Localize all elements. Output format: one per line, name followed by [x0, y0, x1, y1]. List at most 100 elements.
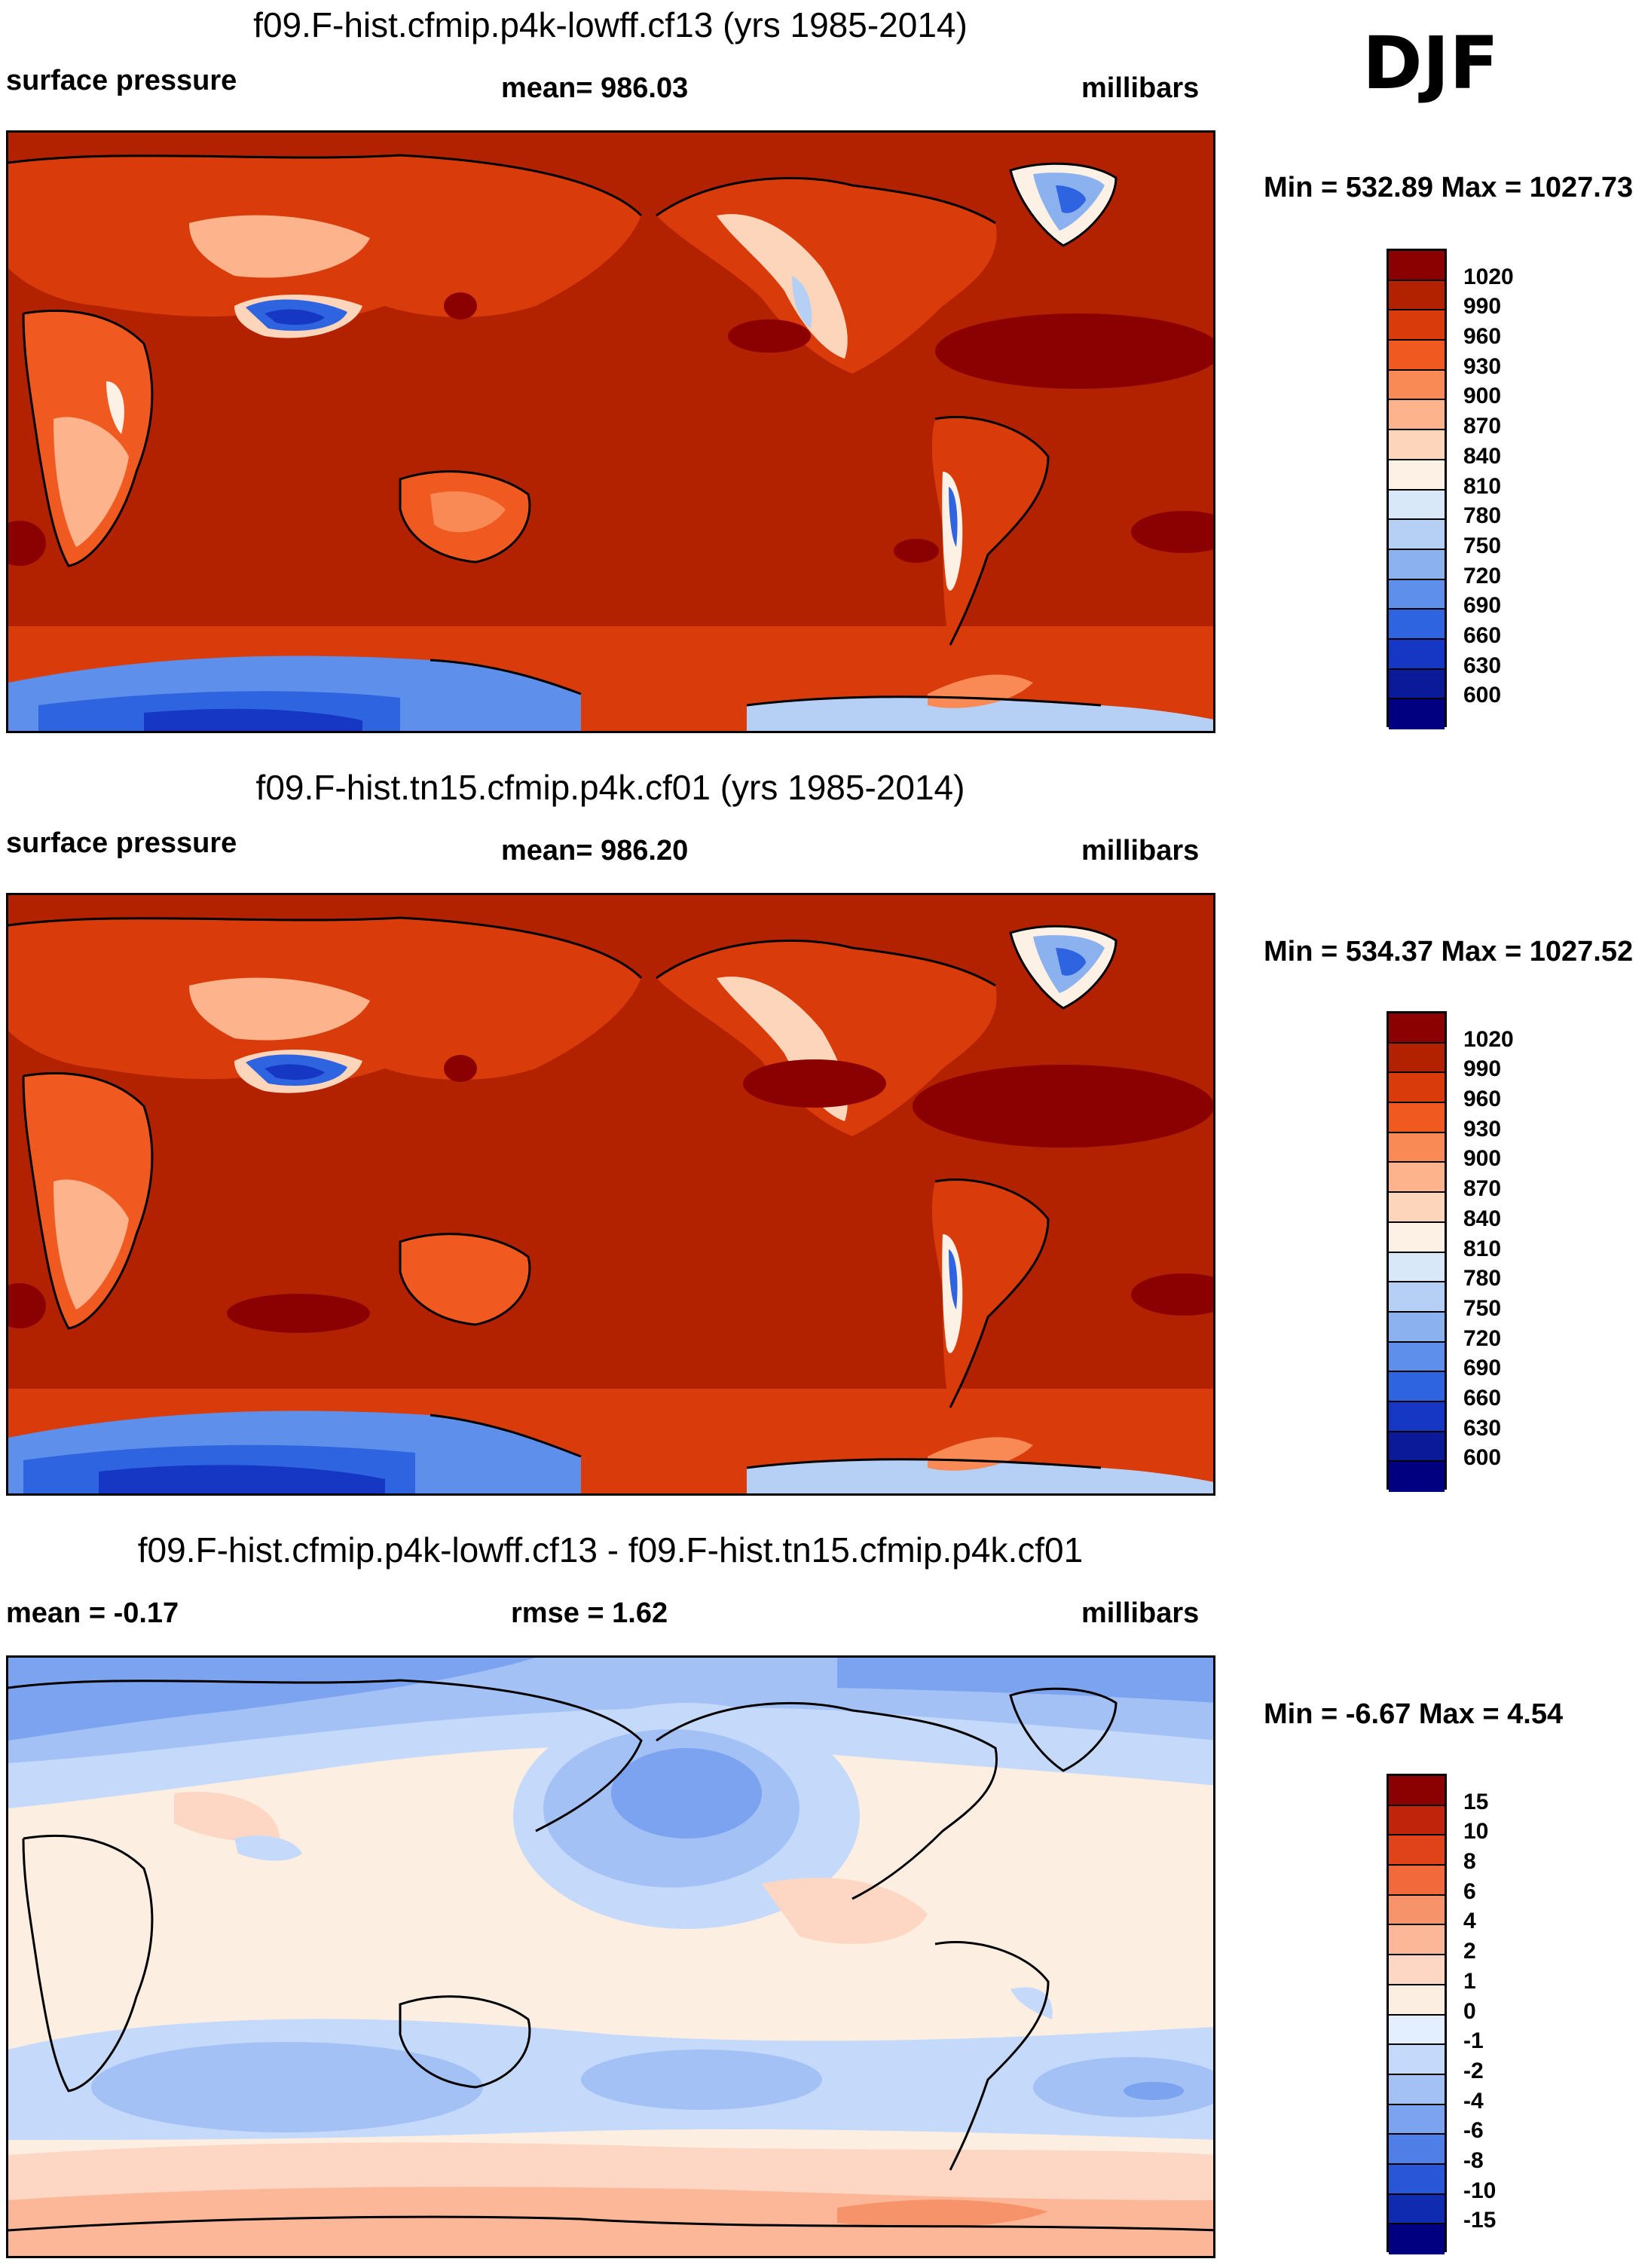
colorbar-swatch — [1389, 1222, 1445, 1253]
colorbar-swatch — [1389, 1163, 1445, 1194]
colorbar-tick-label: 15 — [1463, 1789, 1489, 1814]
season-label: DJF — [1362, 21, 1499, 105]
colorbar-tick-label: 750 — [1463, 1295, 1502, 1321]
colorbar-tick-label: 1020 — [1463, 1026, 1514, 1052]
colorbar-tick-label: 660 — [1463, 622, 1502, 648]
colorbar-swatch — [1389, 2045, 1445, 2075]
colorbar-tick-label: 750 — [1463, 533, 1502, 558]
panel-2-units-label: millibars — [1081, 835, 1200, 867]
colorbar-tick-label: 930 — [1463, 353, 1502, 379]
colorbar-tick-label: 1020 — [1463, 264, 1514, 289]
colorbar-tick-label: 6 — [1463, 1878, 1476, 1904]
colorbar-swatch — [1389, 1835, 1445, 1866]
colorbar-tick-label: 780 — [1463, 503, 1502, 529]
panel-1-map — [6, 130, 1215, 733]
colorbar-swatch — [1389, 2104, 1445, 2135]
colorbar-swatch — [1389, 400, 1445, 431]
panel-2-variable-label: surface pressure — [6, 827, 237, 859]
colorbar-swatch — [1389, 1401, 1445, 1432]
colorbar-swatch — [1389, 370, 1445, 401]
colorbar-swatch — [1389, 699, 1445, 729]
colorbar-swatch — [1389, 1043, 1445, 1074]
colorbar-tick-label: 900 — [1463, 1146, 1502, 1172]
colorbar-tick-label: 2 — [1463, 1939, 1476, 1964]
panel-2-minmax: Min = 534.37 Max = 1027.52 — [1264, 936, 1634, 967]
colorbar-tick-label: 900 — [1463, 384, 1502, 409]
colorbar-tick-label: -4 — [1463, 2088, 1484, 2114]
colorbar-swatch — [1389, 579, 1445, 610]
colorbar-swatch — [1389, 251, 1445, 281]
colorbar-tick-label: 870 — [1463, 414, 1502, 439]
colorbar-swatch — [1389, 1925, 1445, 1956]
colorbar-swatch — [1389, 1342, 1445, 1373]
colorbar-swatch — [1389, 1372, 1445, 1402]
colorbar-swatch — [1389, 2074, 1445, 2105]
colorbar-swatch — [1389, 430, 1445, 460]
colorbar-swatch — [1389, 1312, 1445, 1343]
panel-3-units-label: millibars — [1081, 1597, 1200, 1629]
colorbar-tick-label: 630 — [1463, 1415, 1502, 1441]
colorbar-swatch — [1389, 610, 1445, 640]
colorbar-tick-label: 690 — [1463, 593, 1502, 619]
colorbar-swatch — [1389, 280, 1445, 311]
colorbar-tick-label: 930 — [1463, 1116, 1502, 1142]
colorbar-swatch — [1389, 341, 1445, 371]
panel-2-mean-label: mean= 986.20 — [501, 835, 689, 867]
colorbar-tick-label: 8 — [1463, 1849, 1476, 1875]
colorbar-swatch — [1389, 1432, 1445, 1463]
colorbar-swatch — [1389, 1776, 1445, 1806]
colorbar-swatch — [1389, 2194, 1445, 2225]
panel-2-map — [6, 893, 1215, 1496]
colorbar-tick-label: 720 — [1463, 1325, 1502, 1351]
colorbar-tick-label: 870 — [1463, 1176, 1502, 1202]
colorbar-swatch — [1389, 1193, 1445, 1223]
colorbar-tick-label: 990 — [1463, 1056, 1502, 1082]
colorbar-swatch — [1389, 1073, 1445, 1104]
colorbar-swatch — [1389, 460, 1445, 491]
colorbar-tick-label: 10 — [1463, 1819, 1489, 1845]
colorbar-tick-label: 600 — [1463, 683, 1502, 708]
colorbar-tick-label: -1 — [1463, 2028, 1484, 2054]
colorbar-swatch — [1389, 1132, 1445, 1163]
panel-3-rmse-label: rmse = 1.62 — [511, 1597, 668, 1629]
panel-1-units-label: millibars — [1081, 72, 1200, 104]
colorbar-tick-label: 0 — [1463, 1998, 1476, 2024]
colorbar-swatch — [1389, 2224, 1445, 2254]
panel-1-colorbar — [1387, 249, 1447, 729]
colorbar-swatch — [1389, 1103, 1445, 1133]
colorbar-swatch — [1389, 1462, 1445, 1492]
panel-1-mean-label: mean= 986.03 — [501, 72, 689, 104]
colorbar-tick-label: 720 — [1463, 563, 1502, 588]
colorbar-tick-label: 960 — [1463, 324, 1502, 350]
colorbar-swatch — [1389, 2135, 1445, 2165]
colorbar-swatch — [1389, 1013, 1445, 1044]
colorbar-tick-label: 840 — [1463, 1206, 1502, 1231]
panel-2-title: f09.F-hist.tn15.cfmip.p4k.cf01 (yrs 1985… — [255, 768, 965, 807]
colorbar-swatch — [1389, 520, 1445, 550]
colorbar-swatch — [1389, 1252, 1445, 1283]
panel-3-map — [6, 1655, 1215, 2258]
colorbar-swatch — [1389, 490, 1445, 521]
panel-3-title: f09.F-hist.cfmip.p4k-lowff.cf13 - f09.F-… — [137, 1530, 1084, 1570]
panel-3-minmax: Min = -6.67 Max = 4.54 — [1264, 1698, 1564, 1730]
panel-1-variable-label: surface pressure — [6, 65, 237, 96]
panel-3-colorbar — [1387, 1774, 1447, 2254]
colorbar-tick-label: -6 — [1463, 2118, 1484, 2144]
colorbar-swatch — [1389, 2164, 1445, 2195]
colorbar-tick-label: 600 — [1463, 1445, 1502, 1471]
colorbar-tick-label: 690 — [1463, 1356, 1502, 1381]
colorbar-tick-label: 660 — [1463, 1385, 1502, 1411]
colorbar-tick-label: 1 — [1463, 1968, 1476, 1994]
colorbar-swatch — [1389, 1282, 1445, 1313]
panel-2-colorbar — [1387, 1011, 1447, 1492]
colorbar-tick-label: -2 — [1463, 2058, 1484, 2083]
colorbar-tick-label: 960 — [1463, 1087, 1502, 1112]
colorbar-tick-label: 810 — [1463, 1236, 1502, 1261]
colorbar-swatch — [1389, 1895, 1445, 1926]
colorbar-swatch — [1389, 1805, 1445, 1836]
colorbar-tick-label: -8 — [1463, 2147, 1484, 2173]
panel-3-mean-label: mean = -0.17 — [6, 1597, 179, 1629]
colorbar-swatch — [1389, 639, 1445, 670]
colorbar-swatch — [1389, 1866, 1445, 1896]
colorbar-tick-label: 630 — [1463, 653, 1502, 678]
